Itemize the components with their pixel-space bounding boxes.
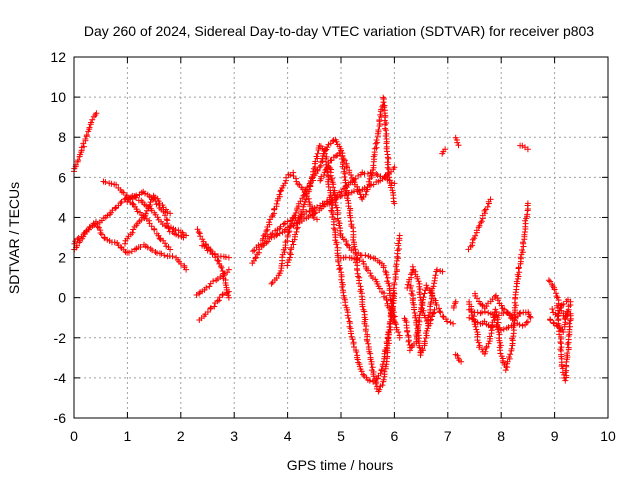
- x-axis-label: GPS time / hours: [287, 457, 394, 473]
- plus-markers: [124, 188, 187, 241]
- x-tick-label: 8: [497, 428, 505, 444]
- plus-markers: [452, 351, 465, 365]
- data-track: [517, 142, 531, 153]
- y-tick-label: 2: [58, 250, 66, 266]
- data-track: [404, 263, 438, 329]
- data-track: [196, 288, 232, 323]
- plus-markers: [549, 296, 571, 320]
- data-track: [317, 94, 398, 207]
- x-tick-label: 10: [600, 428, 616, 444]
- x-tick-label: 5: [337, 428, 345, 444]
- y-axis-label: SDTVAR / TECUs: [6, 182, 22, 294]
- plus-markers: [327, 165, 403, 341]
- x-tick-label: 9: [551, 428, 559, 444]
- y-tick-label: 6: [58, 169, 66, 185]
- x-axis-ticks: 0 1 2 3 4 5 6 7 8 9 10: [70, 57, 616, 444]
- plus-markers: [517, 142, 531, 153]
- plus-markers: [466, 200, 531, 374]
- x-tick-label: 2: [177, 428, 185, 444]
- y-tick-label: 0: [58, 290, 66, 306]
- y-tick-label: 10: [50, 89, 66, 105]
- x-tick-label: 6: [391, 428, 399, 444]
- data-track: [249, 164, 398, 267]
- plus-markers: [439, 146, 449, 157]
- plus-markers: [472, 290, 515, 319]
- plus-markers: [71, 110, 100, 175]
- y-tick-label: 8: [58, 129, 66, 145]
- plus-markers: [450, 298, 459, 311]
- data-track: [71, 110, 100, 175]
- plus-markers: [404, 263, 438, 329]
- data-track: [547, 298, 574, 335]
- plus-markers: [465, 196, 494, 253]
- x-tick-label: 3: [230, 428, 238, 444]
- data-track: [327, 165, 403, 341]
- data-track: [465, 196, 494, 253]
- data-track: [199, 242, 232, 261]
- y-tick-label: -4: [54, 370, 67, 386]
- data-track: [466, 200, 531, 374]
- x-tick-label: 4: [284, 428, 292, 444]
- data-track: [554, 302, 574, 384]
- data-track: [337, 254, 398, 325]
- y-axis-ticks: -6 -4 -2 0 2 4 6 8 10 12: [50, 49, 608, 426]
- plus-markers: [249, 164, 398, 267]
- data-points: [71, 94, 574, 395]
- data-track: [549, 296, 571, 320]
- data-track: [193, 266, 232, 298]
- plus-markers: [452, 134, 462, 149]
- data-track: [452, 351, 465, 365]
- y-tick-label: -6: [54, 410, 67, 426]
- y-tick-label: 12: [50, 49, 66, 65]
- plus-markers: [193, 266, 232, 298]
- plus-markers: [547, 298, 574, 335]
- data-track: [124, 188, 187, 241]
- plus-markers: [196, 288, 232, 323]
- data-track: [439, 146, 449, 157]
- x-tick-label: 0: [70, 428, 78, 444]
- plus-markers: [337, 254, 398, 325]
- plus-markers: [199, 242, 232, 261]
- x-tick-label: 7: [444, 428, 452, 444]
- data-track: [452, 134, 462, 149]
- plus-markers: [317, 94, 398, 207]
- chart-title: Day 260 of 2024, Sidereal Day-to-day VTE…: [84, 23, 594, 39]
- y-tick-label: -2: [54, 330, 67, 346]
- y-tick-label: 4: [58, 209, 66, 225]
- plus-markers: [554, 302, 574, 384]
- x-tick-label: 1: [124, 428, 132, 444]
- data-track: [472, 290, 515, 319]
- data-track: [450, 298, 459, 311]
